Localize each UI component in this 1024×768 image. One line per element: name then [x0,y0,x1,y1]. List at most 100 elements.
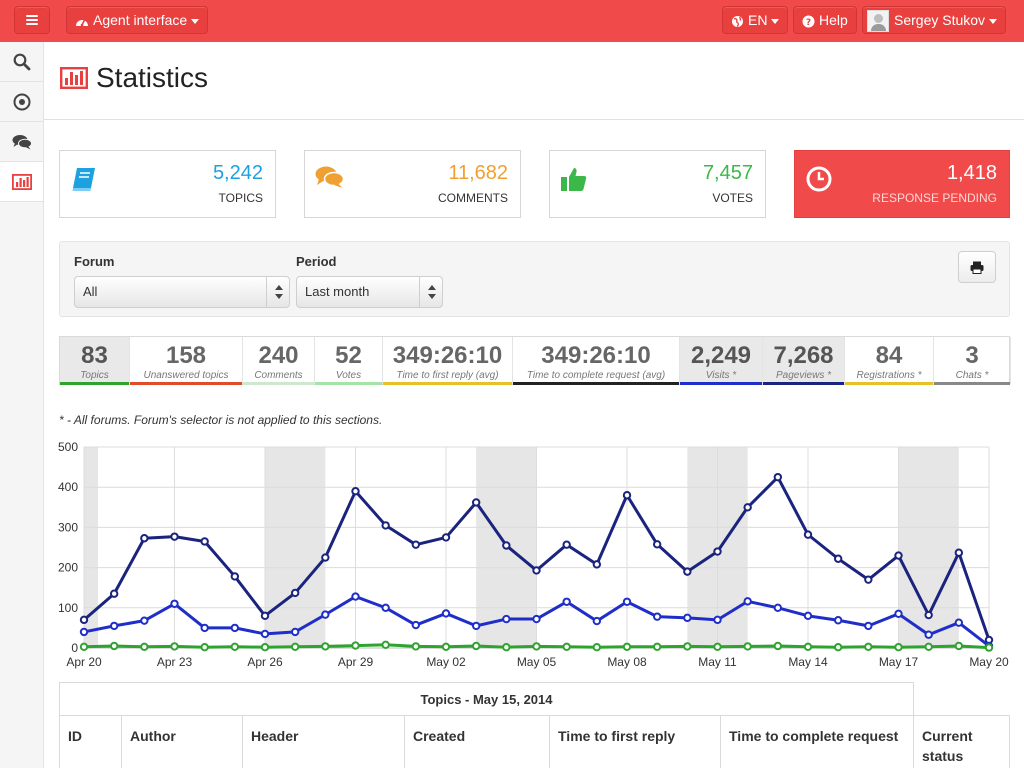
data-point [441,533,451,542]
print-button[interactable] [958,251,996,283]
metric-tab[interactable]: 2,249 Visits * [680,337,763,385]
sidebar-item-target[interactable] [0,82,43,122]
metric-color-bar [315,382,382,385]
metric-tab[interactable]: 52 Votes [315,337,383,385]
book-icon [72,168,95,191]
metric-value: 240 [258,342,299,369]
metric-label: Unanswered topics [143,370,229,381]
table-column-header[interactable]: Header [243,716,405,768]
weekend-band [265,447,326,648]
metric-tab[interactable]: 349:26:10 Time to first reply (avg) [383,337,513,385]
metric-value: 349:26:10 [541,342,651,369]
select-arrows-icon [428,285,436,299]
clock-icon [806,166,832,192]
data-point [532,566,541,575]
forum-select-value: All [83,284,98,299]
language-dropdown[interactable]: EN [722,6,789,34]
table-column-header[interactable]: Author [122,716,243,768]
table-column-header[interactable]: Time to complete request [721,716,914,768]
x-tick-label: Apr 20 [66,655,102,669]
data-point [803,642,813,651]
data-point [170,642,179,651]
question-circle-icon: ? [802,15,815,28]
metric-tab[interactable]: 7,268 Pageviews * [763,337,845,385]
forum-select[interactable]: All [74,276,290,308]
table-column-header[interactable]: Created [405,716,550,768]
y-tick-label: 200 [58,561,78,575]
menu-toggle-button[interactable] [14,6,50,34]
x-tick-label: May 05 [517,655,557,669]
data-point [833,616,843,625]
data-point [592,616,602,626]
target-icon [13,93,30,110]
chevron-down-icon [989,18,998,24]
metric-tab[interactable]: 349:26:10 Time to complete request (avg) [513,337,680,385]
data-point [833,642,843,652]
response-pending-label: RESPONSE PENDING [872,191,997,205]
metric-tab[interactable]: 84 Registrations * [845,337,934,385]
svg-text:?: ? [806,18,811,28]
table-column-header[interactable]: Time to first reply [550,716,721,768]
weekend-band [84,447,98,648]
data-point [79,642,89,651]
data-point [562,540,571,549]
data-point [864,621,873,631]
data-point [954,548,964,557]
data-point [833,554,843,563]
user-name: Sergey Stukov [894,12,986,28]
dashboard-icon [76,18,88,27]
help-button[interactable]: ? Help [793,6,857,34]
data-point [79,615,89,625]
sidebar-item-comments[interactable] [0,122,43,162]
y-tick-label: 500 [58,440,78,454]
metric-value: 349:26:10 [392,342,503,369]
metric-tab[interactable]: 158 Unanswered topics [130,337,243,385]
data-point [290,627,300,637]
metric-tab[interactable]: 240 Comments [243,337,315,385]
period-select[interactable]: Last month [296,276,443,308]
data-point [109,589,119,598]
data-point [411,642,421,651]
data-point [622,491,632,500]
data-point [924,642,933,651]
metric-tab[interactable]: 83 Topics [60,337,130,385]
user-menu-dropdown[interactable]: Sergey Stukov [862,6,1007,34]
agent-interface-dropdown[interactable]: Agent interface [66,6,209,34]
y-tick-label: 300 [58,520,78,534]
table-column-header[interactable]: Current status [922,728,973,764]
data-point [894,642,903,652]
main-content: 5,242 TOPICS 11,682 COMMENTS 7,457 VOTES… [44,121,1024,768]
metric-value: 7,268 [773,342,834,369]
data-point [230,623,240,633]
x-tick-label: May 20 [969,655,1009,669]
data-point [713,547,722,556]
topics-label: TOPICS [218,191,263,205]
data-point [743,642,752,651]
metric-label: Pageviews * [775,370,832,381]
sidebar-item-statistics[interactable] [0,162,43,202]
metric-label: Chats * [955,370,989,381]
topics-count: 5,242 [212,162,263,184]
period-filter-label: Period [296,254,337,269]
response-pending-stat-card[interactable]: 1,418 RESPONSE PENDING [794,150,1010,218]
data-point [200,623,209,633]
metric-value: 158 [165,342,207,369]
forum-filter-label: Forum [74,254,115,269]
page-title: Statistics [96,62,209,93]
data-point [471,641,481,651]
table-column-header[interactable]: ID [60,716,122,768]
data-point [864,642,873,651]
data-point [351,592,360,601]
data-point [471,621,481,631]
comments-stat-card[interactable]: 11,682 COMMENTS [304,150,521,218]
data-point [592,642,602,652]
topics-stat-card[interactable]: 5,242 TOPICS [59,150,276,218]
votes-stat-card[interactable]: 7,457 VOTES [549,150,766,218]
metric-tab[interactable]: 3 Chats * [934,337,1011,385]
metric-label: Time to first reply (avg) [396,370,499,381]
thumbs-up-icon [561,168,587,191]
bar-chart-icon [11,173,32,190]
data-point [321,642,330,651]
comments-count: 11,682 [448,162,508,184]
sidebar-item-search[interactable] [0,42,43,82]
